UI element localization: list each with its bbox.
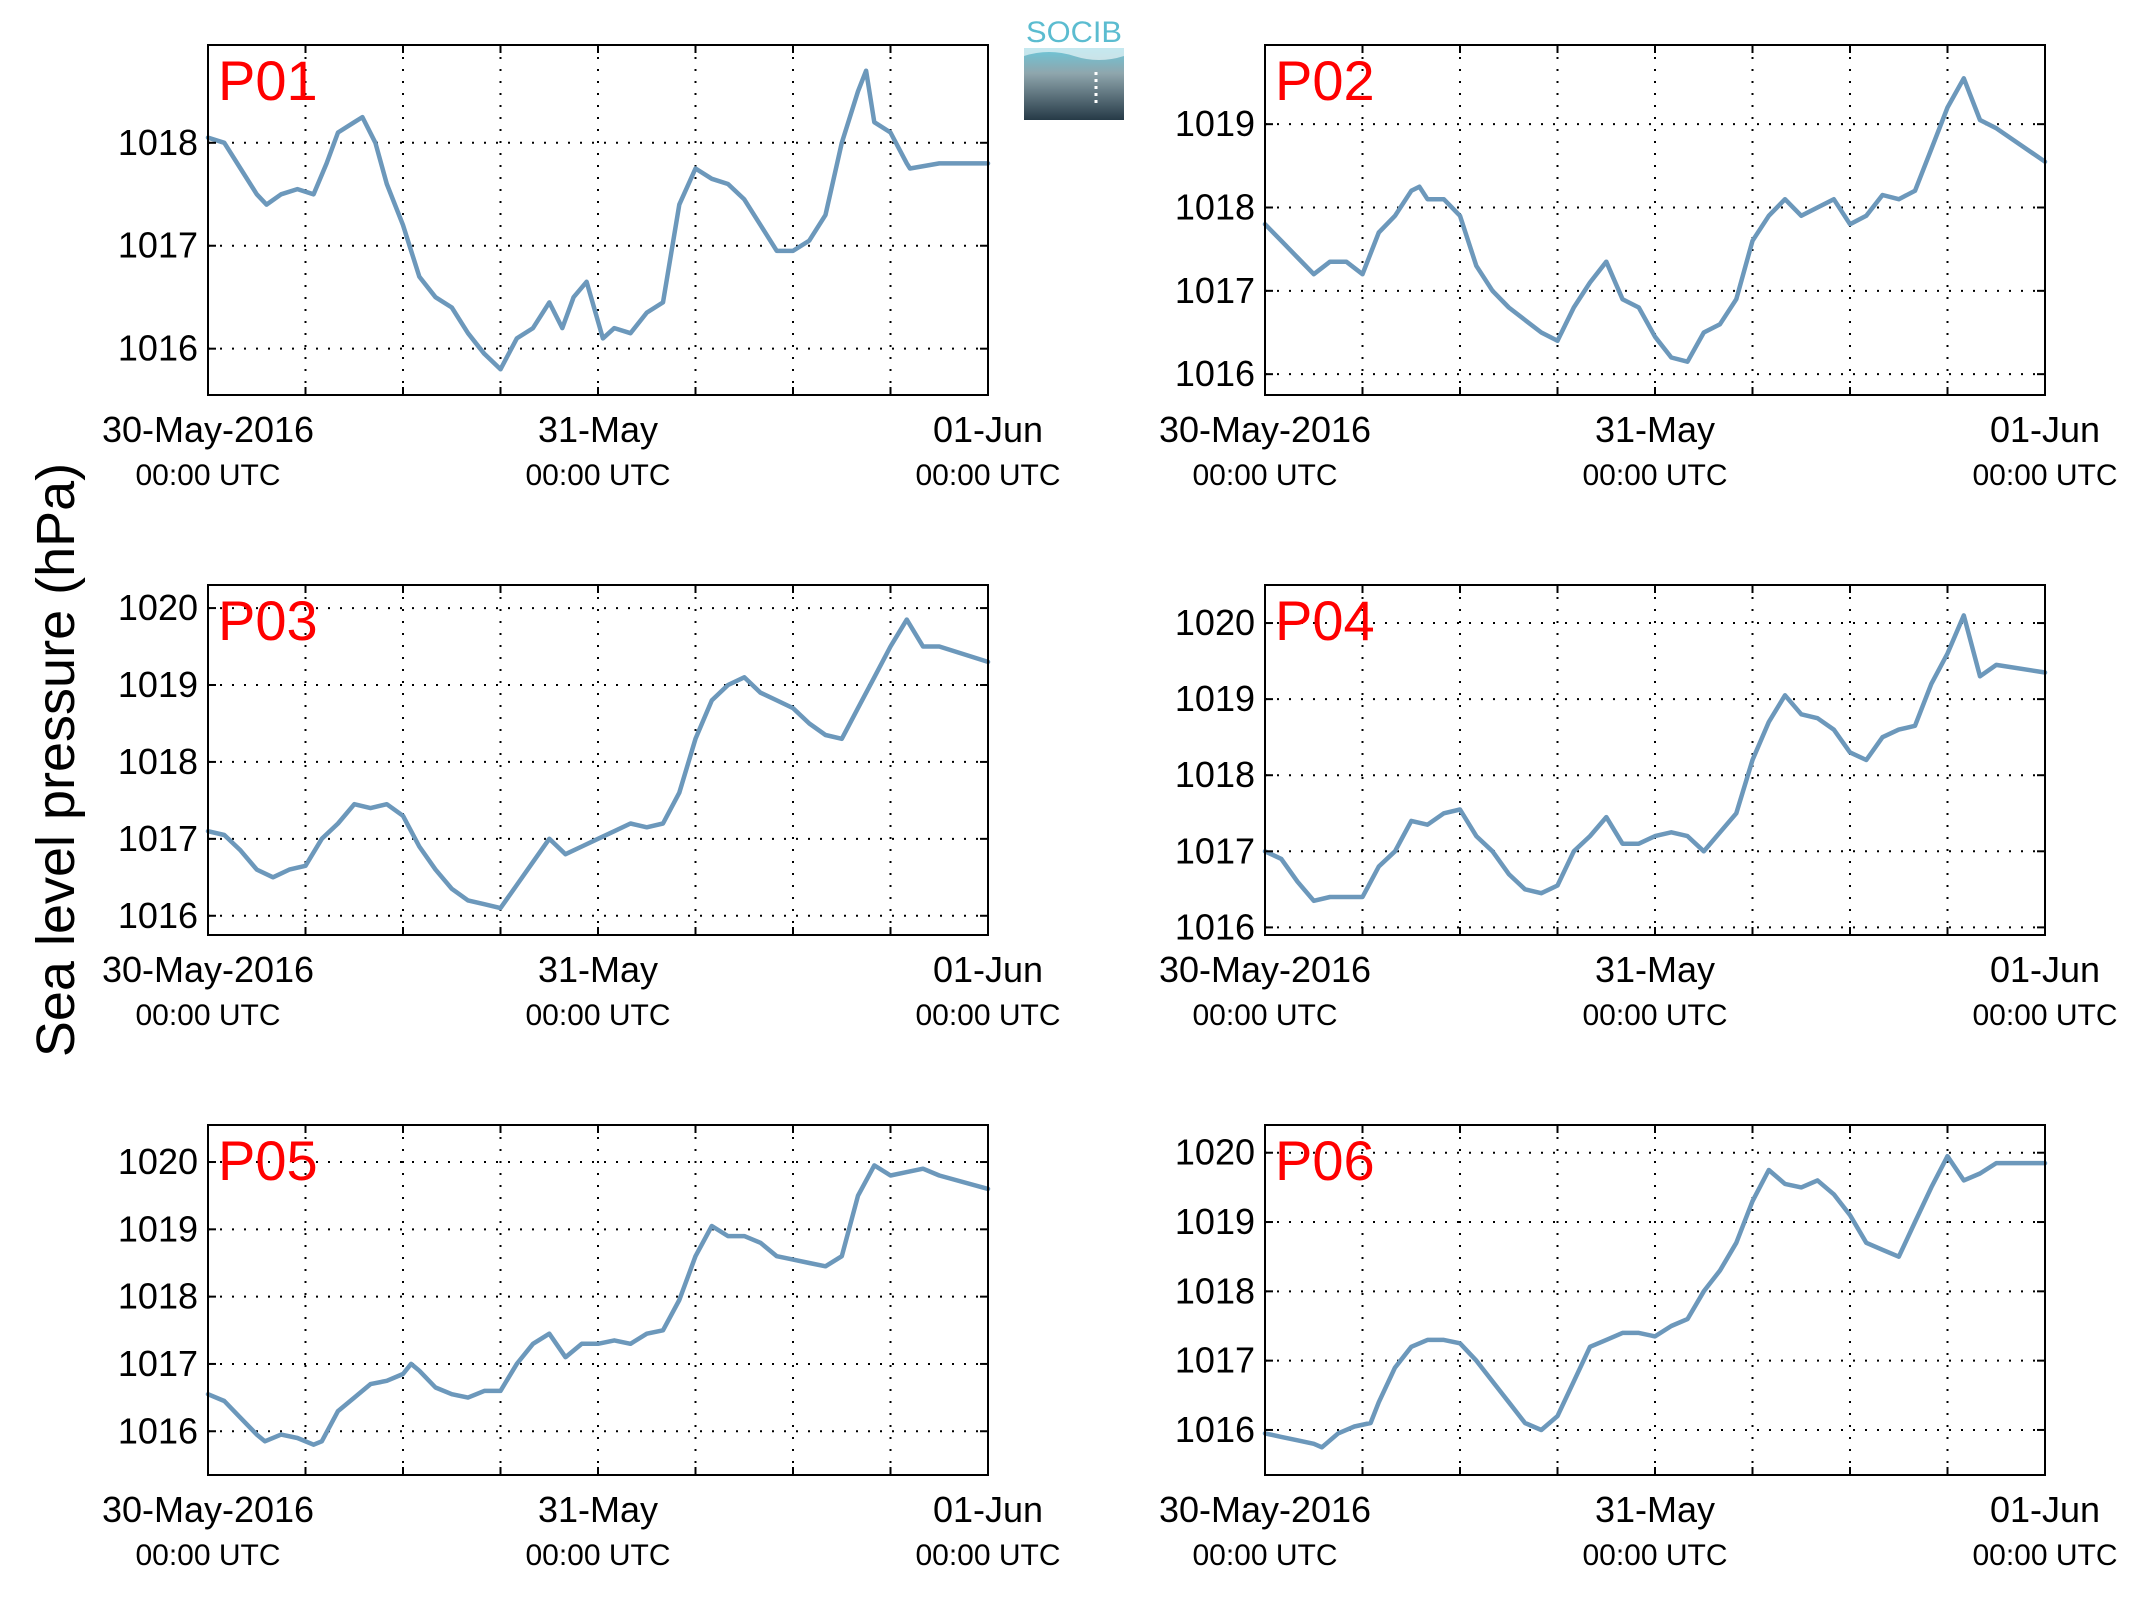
series-line-p04 bbox=[1262, 613, 2048, 904]
x-tick-label: 30-May-2016 bbox=[102, 409, 314, 450]
panel-label: P03 bbox=[218, 589, 318, 652]
y-tick-label: 1017 bbox=[118, 225, 198, 266]
x-tick-sublabel: 00:00 UTC bbox=[915, 459, 1060, 492]
panels-container: 1016 1017 1018 30-May-2016 00:00 UTC 31-May 00… bbox=[102, 44, 2118, 1572]
x-tick-label: 30-May-2016 bbox=[102, 1489, 314, 1530]
x-tick-label: 01-Jun bbox=[933, 949, 1043, 990]
series-line-p06 bbox=[1262, 1153, 2048, 1450]
x-tick-sublabel: 00:00 UTC bbox=[1582, 999, 1727, 1032]
x-tick-label: 31-May bbox=[1595, 409, 1715, 450]
x-tick-sublabel: 00:00 UTC bbox=[135, 999, 280, 1032]
y-tick-label: 1017 bbox=[1175, 270, 1255, 311]
y-tick-label: 1019 bbox=[118, 1208, 198, 1249]
y-tick-label: 1018 bbox=[118, 1276, 198, 1317]
x-tick-label: 30-May-2016 bbox=[1159, 409, 1371, 450]
panel-p04: 1016 1017 1018 1019 1020 30-May-2016 00:00 UTC… bbox=[1159, 584, 2118, 1032]
panel-label: P01 bbox=[218, 49, 318, 112]
x-tick-label: 31-May bbox=[1595, 1489, 1715, 1530]
x-tick-label: 31-May bbox=[538, 1489, 658, 1530]
y-tick-label: 1016 bbox=[118, 1410, 198, 1451]
y-tick-label: 1018 bbox=[118, 122, 198, 163]
panel-label: P04 bbox=[1275, 589, 1375, 652]
x-tick-sublabel: 00:00 UTC bbox=[525, 999, 670, 1032]
series-line-p05 bbox=[205, 1163, 991, 1447]
y-tick-label: 1017 bbox=[1175, 830, 1255, 871]
x-tick-label: 31-May bbox=[538, 409, 658, 450]
x-tick-label: 30-May-2016 bbox=[102, 949, 314, 990]
y-tick-label: 1017 bbox=[1175, 1340, 1255, 1381]
y-tick-label: 1019 bbox=[1175, 103, 1255, 144]
panel-label: P06 bbox=[1275, 1129, 1375, 1192]
y-tick-label: 1020 bbox=[118, 1141, 198, 1182]
x-tick-sublabel: 00:00 UTC bbox=[1192, 999, 1337, 1032]
x-tick-label: 01-Jun bbox=[1990, 409, 2100, 450]
panel-p05: 1016 1017 1018 1019 1020 30-May-2016 00:00 UTC… bbox=[102, 1124, 1061, 1572]
y-tick-label: 1016 bbox=[118, 895, 198, 936]
y-tick-label: 1016 bbox=[118, 328, 198, 369]
y-tick-label: 1020 bbox=[1175, 1132, 1255, 1173]
x-tick-sublabel: 00:00 UTC bbox=[1192, 1539, 1337, 1572]
x-tick-sublabel: 00:00 UTC bbox=[1972, 459, 2117, 492]
x-tick-label: 01-Jun bbox=[933, 409, 1043, 450]
x-tick-sublabel: 00:00 UTC bbox=[525, 1539, 670, 1572]
series-line-p03 bbox=[205, 617, 991, 911]
x-tick-sublabel: 00:00 UTC bbox=[1192, 459, 1337, 492]
y-tick-label: 1017 bbox=[118, 818, 198, 859]
panel-label: P05 bbox=[218, 1129, 318, 1192]
y-tick-label: 1016 bbox=[1175, 906, 1255, 947]
x-tick-sublabel: 00:00 UTC bbox=[525, 459, 670, 492]
y-tick-label: 1019 bbox=[118, 664, 198, 705]
panel-label: P02 bbox=[1275, 49, 1375, 112]
panel-p03: 1016 1017 1018 1019 1020 30-May-2016 00:00 UTC… bbox=[102, 584, 1061, 1032]
y-tick-label: 1020 bbox=[118, 587, 198, 628]
x-tick-label: 30-May-2016 bbox=[1159, 1489, 1371, 1530]
x-tick-label: 30-May-2016 bbox=[1159, 949, 1371, 990]
x-tick-label: 31-May bbox=[538, 949, 658, 990]
y-tick-label: 1016 bbox=[1175, 1409, 1255, 1450]
y-tick-label: 1020 bbox=[1175, 602, 1255, 643]
x-tick-sublabel: 00:00 UTC bbox=[915, 999, 1060, 1032]
y-tick-label: 1017 bbox=[118, 1343, 198, 1384]
panel-p02: 1016 1017 1018 1019 30-May-2016 00:00 UTC 31-M… bbox=[1159, 44, 2118, 492]
panel-p06: 1016 1017 1018 1019 1020 30-May-2016 00:00 UTC… bbox=[1159, 1124, 2118, 1572]
x-tick-label: 31-May bbox=[1595, 949, 1715, 990]
y-axis-label: Sea level pressure (hPa) bbox=[26, 463, 86, 1057]
x-tick-label: 01-Jun bbox=[1990, 949, 2100, 990]
x-tick-label: 01-Jun bbox=[933, 1489, 1043, 1530]
y-tick-label: 1018 bbox=[1175, 187, 1255, 228]
socib-logo: SOCIB bbox=[1024, 16, 1124, 120]
series-line-p02 bbox=[1262, 76, 2048, 364]
logo-text: SOCIB bbox=[1026, 16, 1122, 49]
x-tick-sublabel: 00:00 UTC bbox=[1582, 459, 1727, 492]
x-tick-sublabel: 00:00 UTC bbox=[135, 1539, 280, 1572]
series-line-p01 bbox=[205, 68, 991, 372]
y-tick-label: 1018 bbox=[1175, 754, 1255, 795]
x-tick-sublabel: 00:00 UTC bbox=[1582, 1539, 1727, 1572]
y-tick-label: 1019 bbox=[1175, 1201, 1255, 1242]
y-tick-label: 1016 bbox=[1175, 353, 1255, 394]
y-tick-label: 1018 bbox=[118, 741, 198, 782]
x-tick-sublabel: 00:00 UTC bbox=[1972, 1539, 2117, 1572]
x-tick-sublabel: 00:00 UTC bbox=[135, 459, 280, 492]
x-tick-sublabel: 00:00 UTC bbox=[915, 1539, 1060, 1572]
y-tick-label: 1019 bbox=[1175, 678, 1255, 719]
y-tick-label: 1018 bbox=[1175, 1270, 1255, 1311]
panel-p01: 1016 1017 1018 30-May-2016 00:00 UTC 31-May 00… bbox=[102, 44, 1061, 492]
x-tick-label: 01-Jun bbox=[1990, 1489, 2100, 1530]
x-tick-sublabel: 00:00 UTC bbox=[1972, 999, 2117, 1032]
